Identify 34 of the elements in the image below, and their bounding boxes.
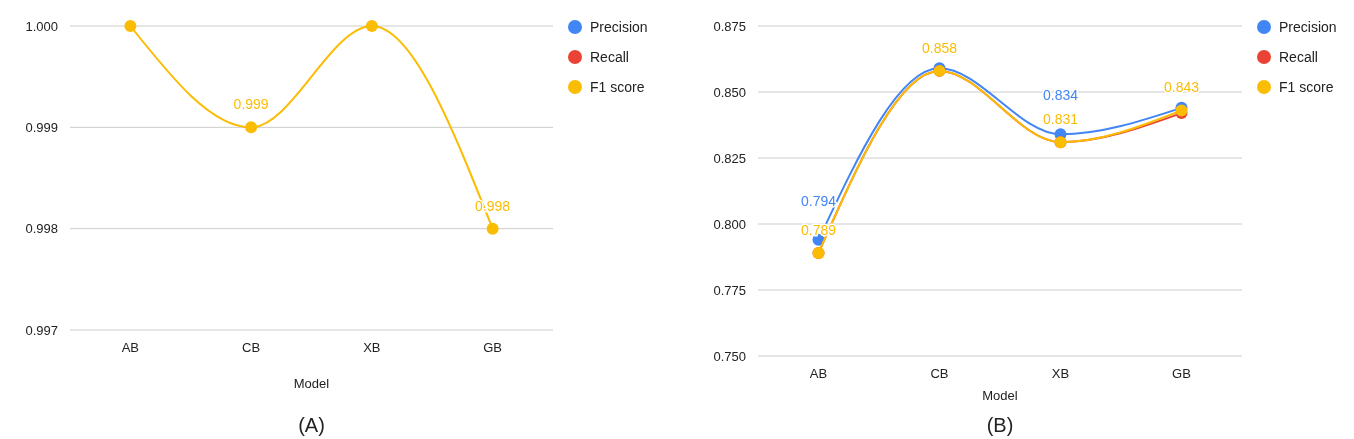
- legend-label: Recall: [1279, 48, 1318, 65]
- legend-label: Precision: [1279, 18, 1337, 35]
- y-tick-label: 0.750: [713, 348, 746, 364]
- legend-label: F1 score: [590, 78, 645, 95]
- data-label: 0.999: [233, 96, 269, 113]
- x-tick-label: XB: [1051, 366, 1070, 381]
- y-tick-label: 0.775: [713, 282, 746, 298]
- y-tick-label: 0.999: [25, 119, 58, 135]
- data-label: 0.794: [800, 192, 837, 209]
- x-axis-title: Model: [982, 388, 1018, 403]
- x-tick-label: CB: [242, 340, 261, 355]
- legend-label: F1 score: [1279, 78, 1334, 95]
- legend-label: Recall: [590, 48, 629, 65]
- x-axis-title: Model: [293, 376, 330, 391]
- x-tick-label: AB: [809, 366, 828, 381]
- legend-label: Precision: [590, 18, 648, 35]
- x-tick-label: XB: [363, 340, 381, 355]
- text: (A): [298, 414, 325, 436]
- x-tick-label: CB: [930, 366, 949, 381]
- y-tick-label: 0.800: [713, 216, 746, 232]
- y-tick-label: 0.825: [713, 150, 746, 166]
- y-tick-label: 0.997: [25, 322, 58, 338]
- data-label: 0.858: [921, 39, 958, 56]
- y-tick-label: 0.875: [713, 18, 746, 34]
- data-label: 0.843: [1163, 79, 1200, 96]
- data-label: 0.834: [1042, 87, 1079, 104]
- y-tick-label: 0.998: [25, 221, 58, 237]
- text: (B): [986, 414, 1014, 436]
- x-tick-label: GB: [483, 340, 503, 355]
- data-label: 0.831: [1042, 111, 1079, 128]
- x-tick-label: GB: [1172, 366, 1191, 381]
- x-tick-label: AB: [121, 340, 140, 355]
- y-tick-label: 1.000: [25, 18, 58, 34]
- y-tick-label: 0.850: [713, 84, 746, 100]
